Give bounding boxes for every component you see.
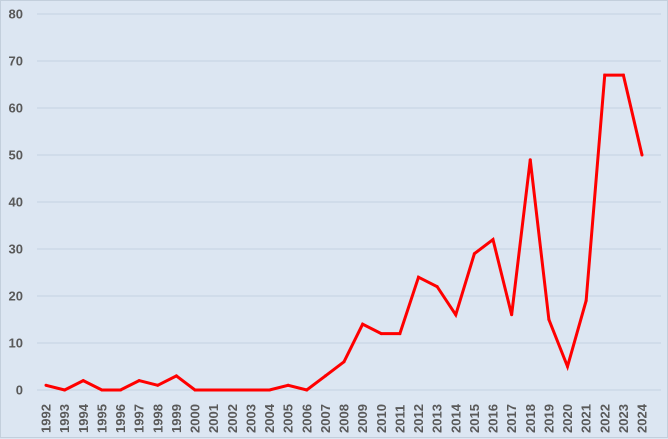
x-tick-label: 2006 [299,404,314,433]
data-point [268,388,271,392]
y-tick-label: 0 [16,383,23,398]
y-tick-label: 30 [9,242,23,257]
data-point [230,388,234,392]
x-tick-label: 2005 [281,404,296,433]
y-tick-label: 60 [9,101,23,116]
data-point [528,158,532,162]
y-tick-label: 80 [9,7,23,22]
x-tick-label: 2016 [486,404,501,433]
data-point [584,299,588,303]
data-point [547,318,551,321]
x-tick-label: 1992 [39,404,54,433]
data-point [435,285,439,289]
data-point [454,313,458,317]
x-tick-label: 2007 [318,404,333,433]
gridlines [37,13,661,391]
x-tick-label: 1999 [169,404,184,433]
data-point [491,238,495,242]
data-point [417,275,420,279]
data-point [100,388,104,392]
data-point [566,365,569,368]
y-tick-label: 10 [9,336,23,351]
data-point [63,388,67,392]
x-tick-label: 2011 [392,405,407,433]
data-point [398,332,402,336]
data-point [472,252,476,256]
series-layer [44,73,644,392]
data-point [621,73,625,77]
x-tick-label: 1995 [94,404,109,433]
x-axis-ticks: 1992 1993 1994 1995 1996 1997 1998 1999 2000 2001… [39,403,650,433]
y-axis-ticks: 0 10 20 30 40 50 60 70 80 [9,7,23,398]
x-tick-label: 1996 [113,404,128,433]
data-point [174,374,178,378]
x-tick-label: 1997 [132,404,147,433]
x-tick-label: 2019 [541,404,556,433]
data-point [361,322,365,326]
x-tick-label: 2001 [206,404,221,433]
x-tick-label: 2002 [225,404,240,433]
data-point [156,383,160,387]
data-point [603,73,607,77]
data-point [119,388,122,392]
data-point [305,388,309,392]
x-tick-label: 2010 [374,404,389,433]
x-tick-label: 2020 [560,404,575,433]
y-tick-label: 20 [9,289,23,304]
y-tick-label: 50 [9,148,23,163]
data-point [510,313,514,317]
data-point [81,379,85,383]
x-tick-label: 2004 [262,403,277,433]
x-tick-label: 2014 [448,403,463,433]
x-tick-label: 2013 [430,404,445,433]
data-point [137,379,141,383]
data-point [44,383,48,387]
y-tick-label: 40 [9,195,23,210]
x-tick-label: 2021 [579,404,594,433]
x-tick-label: 2008 [337,404,352,433]
x-tick-label: 1993 [57,404,72,433]
x-tick-label: 2003 [243,404,258,433]
x-tick-label: 2022 [597,404,612,433]
data-point [286,383,290,387]
data-point [249,388,253,392]
x-tick-label: 2000 [188,404,203,433]
x-tick-label: 2018 [523,404,538,433]
x-tick-label: 2012 [411,404,426,433]
data-point [212,388,216,392]
data-point [379,332,383,336]
data-point [193,388,197,392]
data-point [323,374,327,378]
data-point [640,153,644,157]
x-tick-label: 1994 [76,403,91,433]
y-tick-label: 70 [9,54,23,69]
x-tick-label: 2024 [635,403,650,433]
x-tick-label: 2023 [616,404,631,433]
x-tick-label: 1998 [150,404,165,433]
data-point [342,360,346,364]
x-tick-label: 2009 [355,404,370,433]
x-tick-label: 2015 [467,404,482,433]
x-tick-label: 2017 [504,404,519,433]
